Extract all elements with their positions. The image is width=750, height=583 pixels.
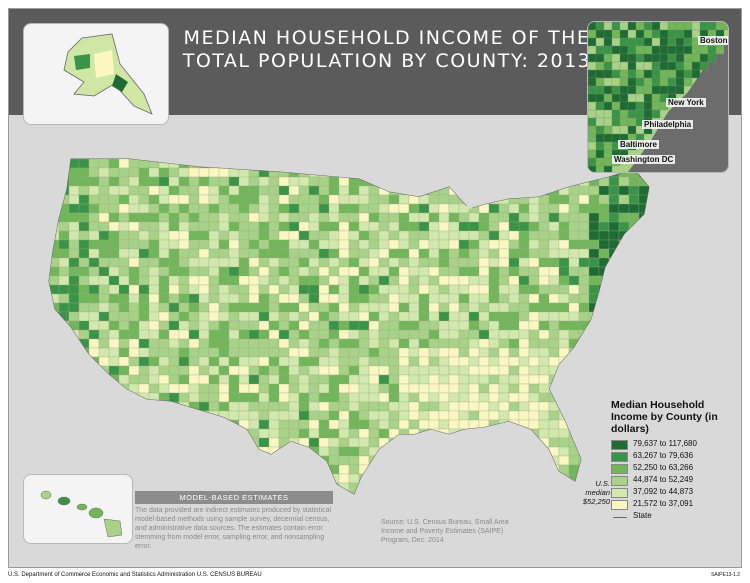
- legend-range: 79,637 to 117,680: [633, 439, 697, 448]
- legend-class-3: 44,874 to 52,249: [611, 475, 735, 487]
- footer-agency: U.S. Department of Commerce Economic and…: [8, 572, 262, 578]
- legend-swatch: [611, 488, 628, 498]
- hawaii-inset: [23, 474, 133, 544]
- source-note: Source: U.S. Census Bureau, Small Area I…: [381, 519, 509, 544]
- us-median-caption: U.S. median: [585, 479, 610, 497]
- map-title: MEDIAN HOUSEHOLD INCOME OF THE TOTAL POP…: [182, 27, 592, 72]
- legend-title: Median Household Income by County (in do…: [611, 399, 718, 435]
- city-label-philadelphia: Philadelphia: [642, 120, 694, 129]
- city-label-baltimore: Baltimore: [618, 140, 659, 149]
- us-median-value: $52,250: [582, 497, 610, 506]
- legend-swatch: [611, 464, 628, 474]
- legend-range: 63,267 to 79,636: [633, 451, 694, 460]
- legend-class-1: 63,267 to 79,636: [611, 451, 735, 463]
- city-label-washington-dc: Washington DC: [612, 155, 676, 164]
- alaska-inset: [23, 23, 169, 125]
- legend-state-row: State: [611, 511, 735, 523]
- model-based-heading: MODEL-BASED ESTIMATES: [135, 491, 333, 504]
- model-based-note: MODEL-BASED ESTIMATES The data provided …: [135, 491, 333, 551]
- legend-range: 21,572 to 37,091: [633, 499, 694, 508]
- us-median-label: U.S. median $52,250: [582, 479, 610, 506]
- legend-swatch: [611, 476, 628, 486]
- legend-range: 44,874 to 52,249: [633, 475, 694, 484]
- legend-swatch: [611, 452, 628, 462]
- alaska-map: [63, 33, 153, 115]
- city-label-boston: Boston: [698, 36, 728, 45]
- northeast-inset: Boston New York Philadelphia Baltimore W…: [587, 21, 729, 173]
- legend-swatch: [611, 500, 628, 510]
- legend-class-5: 21,572 to 37,091: [611, 499, 735, 511]
- map-panel: MEDIAN HOUSEHOLD INCOME OF THE TOTAL POP…: [8, 8, 742, 568]
- legend-state-label: State: [633, 511, 652, 520]
- legend-class-2: 52,250 to 63,266: [611, 463, 735, 475]
- county-shading: [49, 159, 649, 494]
- legend-range: 37,092 to 44,873: [633, 487, 694, 496]
- legend-swatch: [611, 440, 628, 450]
- northeast-map: [588, 22, 728, 172]
- city-label-new-york: New York: [666, 98, 706, 107]
- legend: Median Household Income by County (in do…: [611, 399, 735, 523]
- model-based-text: The data provided are indirect estimates…: [135, 507, 332, 550]
- hawaii-map: [40, 490, 123, 538]
- footer-code: SAIPE13-1.2: [711, 572, 740, 578]
- legend-class-0: 79,637 to 117,680: [611, 439, 735, 451]
- conus-map: [48, 158, 650, 495]
- legend-class-4: 37,092 to 44,873: [611, 487, 735, 499]
- legend-range: 52,250 to 63,266: [633, 463, 694, 472]
